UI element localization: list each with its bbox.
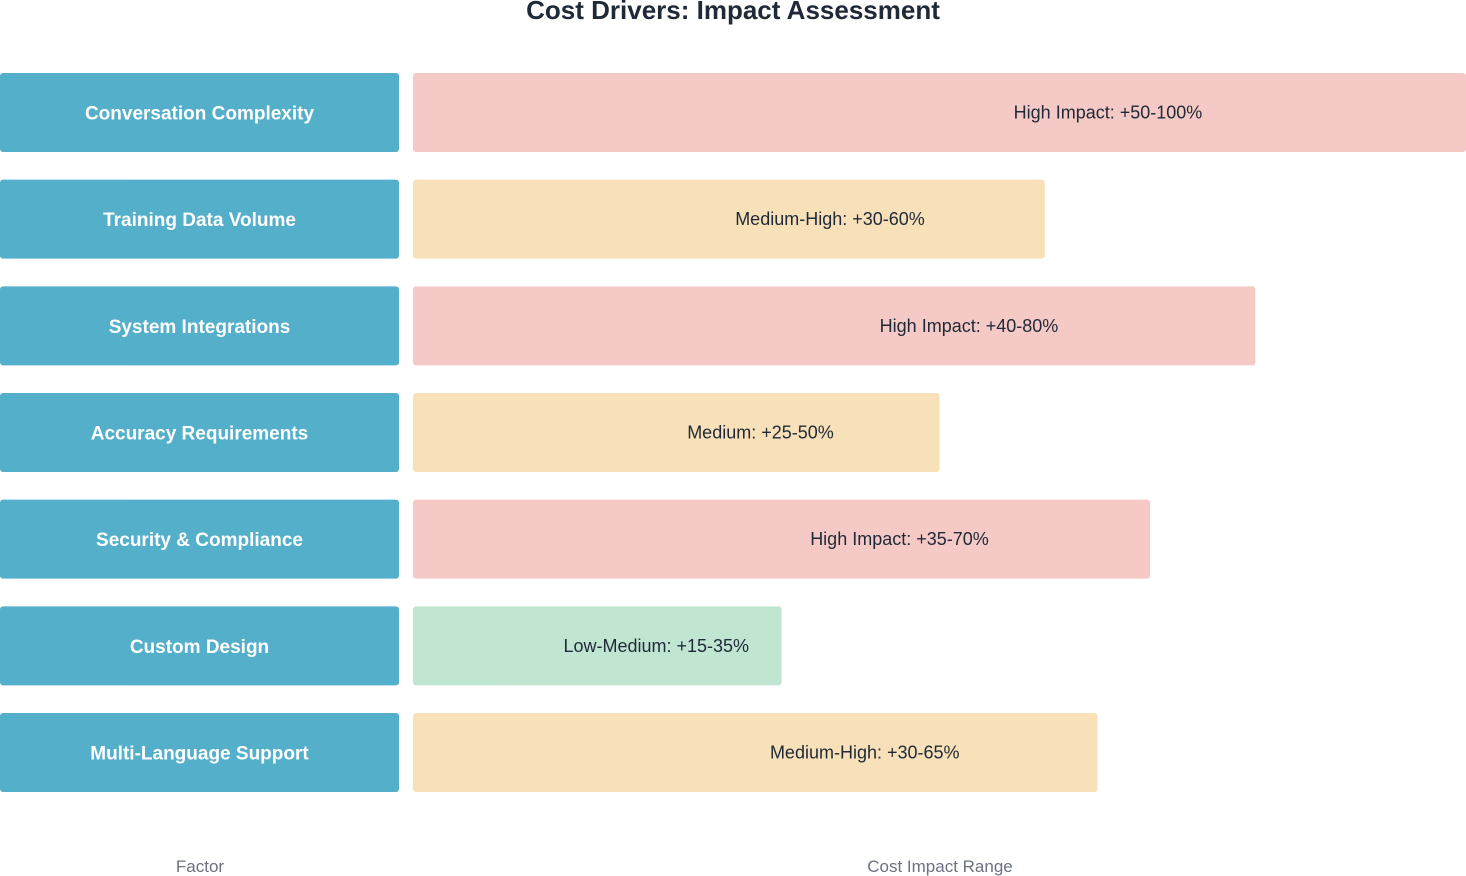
impact-label: Low-Medium: +15-35%	[563, 636, 749, 656]
impact-label: High Impact: +35-70%	[810, 529, 989, 549]
factor-label: Conversation Complexity	[85, 104, 315, 125]
factor-box	[0, 73, 399, 152]
impact-bar	[413, 393, 940, 473]
factor-box	[0, 499, 399, 579]
factor-label: Security & Compliance	[96, 530, 303, 551]
factor-label: Custom Design	[130, 637, 269, 658]
chart-title: Cost Drivers: Impact Assessment	[526, 0, 940, 25]
factor-label: Training Data Volume	[103, 210, 296, 231]
impact-bar	[413, 499, 1151, 579]
factor-box	[0, 179, 399, 259]
factor-box	[0, 713, 399, 793]
impact-label: Medium-High: +30-65%	[770, 743, 960, 763]
factor-label: System Integrations	[109, 317, 291, 338]
factor-labels: Conversation Complexity Training Data Vol…	[0, 73, 399, 793]
impact-bar	[413, 73, 1466, 152]
x-axis-label: Cost Impact Range	[867, 857, 1013, 876]
impact-bar	[413, 606, 782, 686]
impact-bars: High Impact: +50-100% Medium-High: +30-60…	[413, 73, 1466, 793]
impact-bar	[413, 286, 1256, 366]
factor-box	[0, 606, 399, 686]
impact-label: High Impact: +40-80%	[880, 316, 1059, 336]
factor-label: Multi-Language Support	[90, 744, 309, 765]
factor-box	[0, 286, 399, 366]
impact-label: Medium: +25-50%	[687, 423, 834, 443]
impact-label: High Impact: +50-100%	[1014, 103, 1203, 123]
y-axis-label: Factor	[176, 857, 225, 876]
factor-box	[0, 393, 399, 473]
impact-bar	[413, 179, 1045, 259]
impact-bar	[413, 713, 1098, 793]
impact-label: Medium-High: +30-60%	[735, 209, 925, 229]
factor-label: Accuracy Requirements	[91, 424, 309, 445]
